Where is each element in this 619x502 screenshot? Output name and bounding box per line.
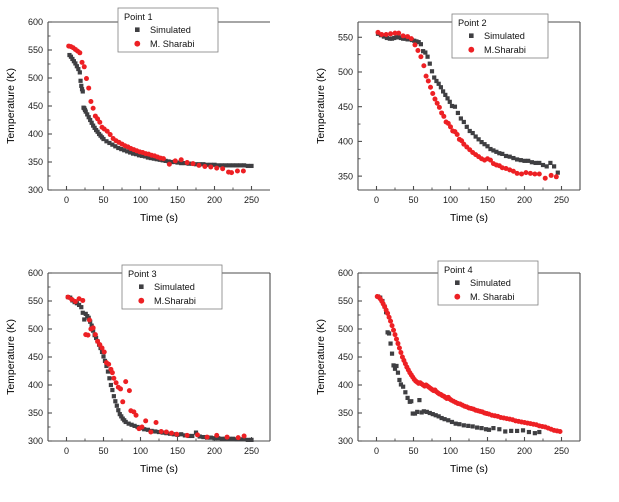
y-axis-title: Temperature (K) bbox=[5, 319, 17, 395]
legend-title: Point 4 bbox=[444, 265, 473, 275]
svg-text:200: 200 bbox=[207, 446, 222, 456]
legend: Point 4 Simulated M. Sharabi bbox=[437, 260, 539, 306]
svg-text:350: 350 bbox=[28, 408, 43, 418]
svg-text:0: 0 bbox=[374, 446, 379, 456]
svg-text:150: 150 bbox=[170, 195, 185, 205]
legend: Point 3 Simulated M.Sharabi bbox=[121, 264, 223, 310]
y-axis: 350 400 450 500 550 bbox=[338, 32, 362, 181]
svg-text:300: 300 bbox=[338, 436, 353, 446]
svg-text:200: 200 bbox=[517, 195, 532, 205]
legend-entry-label: Simulated bbox=[154, 282, 195, 292]
svg-text:50: 50 bbox=[408, 195, 418, 205]
svg-text:50: 50 bbox=[408, 446, 418, 456]
legend-entry-label: Simulated bbox=[150, 25, 191, 35]
svg-text:450: 450 bbox=[338, 102, 353, 112]
svg-text:400: 400 bbox=[28, 129, 43, 139]
y-axis: 300 350 400 450 500 550 600 bbox=[28, 17, 52, 195]
y-axis-title: Temperature (K) bbox=[315, 68, 327, 144]
legend-entry-label: Simulated bbox=[484, 31, 525, 41]
series-m-sharabi bbox=[66, 43, 246, 176]
svg-text:500: 500 bbox=[338, 324, 353, 334]
x-axis: 0 50 100 150 200 250 bbox=[374, 186, 569, 205]
y-axis-title: Temperature (K) bbox=[315, 319, 327, 395]
svg-text:550: 550 bbox=[28, 45, 43, 55]
series-m-sharabi bbox=[375, 29, 559, 181]
legend: Point 2 Simulated M.Sharabi bbox=[451, 13, 549, 59]
svg-text:0: 0 bbox=[64, 195, 69, 205]
svg-text:300: 300 bbox=[28, 185, 43, 195]
svg-text:500: 500 bbox=[338, 67, 353, 77]
svg-text:500: 500 bbox=[28, 324, 43, 334]
y-axis: 300 350 400 450 500 550 600 bbox=[338, 268, 362, 446]
svg-text:500: 500 bbox=[28, 73, 43, 83]
svg-text:50: 50 bbox=[98, 446, 108, 456]
svg-text:450: 450 bbox=[338, 352, 353, 362]
panel-point-1: 300 350 400 450 500 550 600 0 50 100 150 200 250 Time… bbox=[0, 0, 310, 251]
svg-text:350: 350 bbox=[28, 157, 43, 167]
y-axis-title: Temperature (K) bbox=[5, 68, 17, 144]
legend-entry-label: M.Sharabi bbox=[154, 296, 196, 306]
series-simulated bbox=[65, 294, 254, 442]
legend: Point 1 Simulated M. Sharabi bbox=[117, 7, 219, 53]
panel-point-3: 300 350 400 450 500 550 600 0 50 100 150 200 250 Time… bbox=[0, 251, 310, 502]
svg-text:400: 400 bbox=[338, 137, 353, 147]
x-axis-title: Time (s) bbox=[140, 463, 178, 475]
legend-entry-label: M.Sharabi bbox=[484, 45, 526, 55]
svg-text:150: 150 bbox=[480, 446, 495, 456]
legend-title: Point 2 bbox=[458, 18, 487, 28]
svg-text:200: 200 bbox=[517, 446, 532, 456]
svg-text:600: 600 bbox=[28, 17, 43, 27]
x-axis-title: Time (s) bbox=[450, 463, 488, 475]
svg-text:100: 100 bbox=[133, 446, 148, 456]
legend-title: Point 3 bbox=[128, 269, 157, 279]
svg-text:600: 600 bbox=[338, 268, 353, 278]
series-m-sharabi bbox=[374, 294, 563, 434]
y-axis: 300 350 400 450 500 550 600 bbox=[28, 268, 52, 446]
svg-text:400: 400 bbox=[28, 380, 43, 390]
series-simulated bbox=[67, 52, 254, 169]
svg-text:400: 400 bbox=[338, 380, 353, 390]
legend-entry-label: M. Sharabi bbox=[150, 39, 194, 49]
svg-text:250: 250 bbox=[554, 195, 569, 205]
svg-text:0: 0 bbox=[374, 195, 379, 205]
svg-text:100: 100 bbox=[443, 195, 458, 205]
svg-text:450: 450 bbox=[28, 352, 43, 362]
svg-text:550: 550 bbox=[28, 296, 43, 306]
svg-text:600: 600 bbox=[28, 268, 43, 278]
svg-text:150: 150 bbox=[170, 446, 185, 456]
x-axis-title: Time (s) bbox=[140, 212, 178, 224]
svg-text:100: 100 bbox=[443, 446, 458, 456]
svg-text:50: 50 bbox=[98, 195, 108, 205]
series-simulated bbox=[375, 294, 542, 436]
svg-text:100: 100 bbox=[133, 195, 148, 205]
legend-entry-label: M. Sharabi bbox=[470, 292, 514, 302]
svg-text:250: 250 bbox=[244, 195, 259, 205]
svg-text:350: 350 bbox=[338, 171, 353, 181]
svg-text:550: 550 bbox=[338, 296, 353, 306]
x-axis-title: Time (s) bbox=[450, 212, 488, 224]
panel-point-4: 300 350 400 450 500 550 600 0 50 100 150 200 250 Time… bbox=[310, 251, 619, 502]
svg-text:450: 450 bbox=[28, 101, 43, 111]
svg-text:200: 200 bbox=[207, 195, 222, 205]
legend-title: Point 1 bbox=[124, 12, 153, 22]
svg-text:350: 350 bbox=[338, 408, 353, 418]
panel-point-2: 350 400 450 500 550 0 50 100 150 200 250 Time (s) Te… bbox=[310, 0, 619, 251]
svg-text:300: 300 bbox=[28, 436, 43, 446]
svg-text:550: 550 bbox=[338, 32, 353, 42]
svg-text:250: 250 bbox=[554, 446, 569, 456]
svg-text:0: 0 bbox=[64, 446, 69, 456]
svg-text:150: 150 bbox=[480, 195, 495, 205]
series-m-sharabi bbox=[65, 294, 247, 441]
x-axis: 0 50 100 150 200 250 bbox=[64, 186, 259, 205]
legend-entry-label: Simulated bbox=[470, 278, 511, 288]
svg-text:250: 250 bbox=[244, 446, 259, 456]
x-axis: 0 50 100 150 200 250 bbox=[374, 437, 569, 456]
